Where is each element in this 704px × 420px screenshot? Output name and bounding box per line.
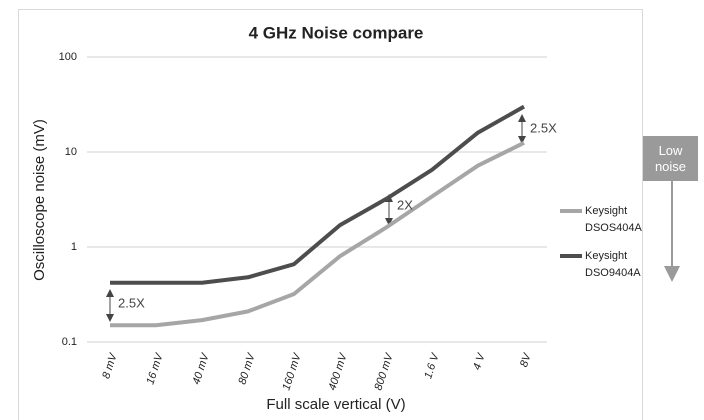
chart-title: 4 GHz Noise compare [249,23,424,42]
x-axis-label: Full scale vertical (V) [266,396,405,413]
side-note: Low noise [643,136,698,181]
annotation: 2X [397,197,413,212]
y-tick-label: 1 [71,241,77,253]
series-line [110,104,525,285]
x-tick-label: 8V [518,351,534,369]
x-tick-label: 4 V [471,351,488,372]
y-tick-label: 0.1 [62,336,77,348]
y-axis-label: Oscilloscope noise (mV) [31,119,48,281]
annotation: 2.5X [530,120,557,135]
series-line [110,141,525,328]
annotation: 2.5X [118,295,145,310]
y-tick-label: 10 [65,146,77,158]
y-tick-label: 100 [59,51,77,63]
chart-frame [18,9,643,420]
legend-entry: Keysight DSOS404A [585,205,642,234]
legend-entry: Keysight DSO9404A [585,250,641,279]
